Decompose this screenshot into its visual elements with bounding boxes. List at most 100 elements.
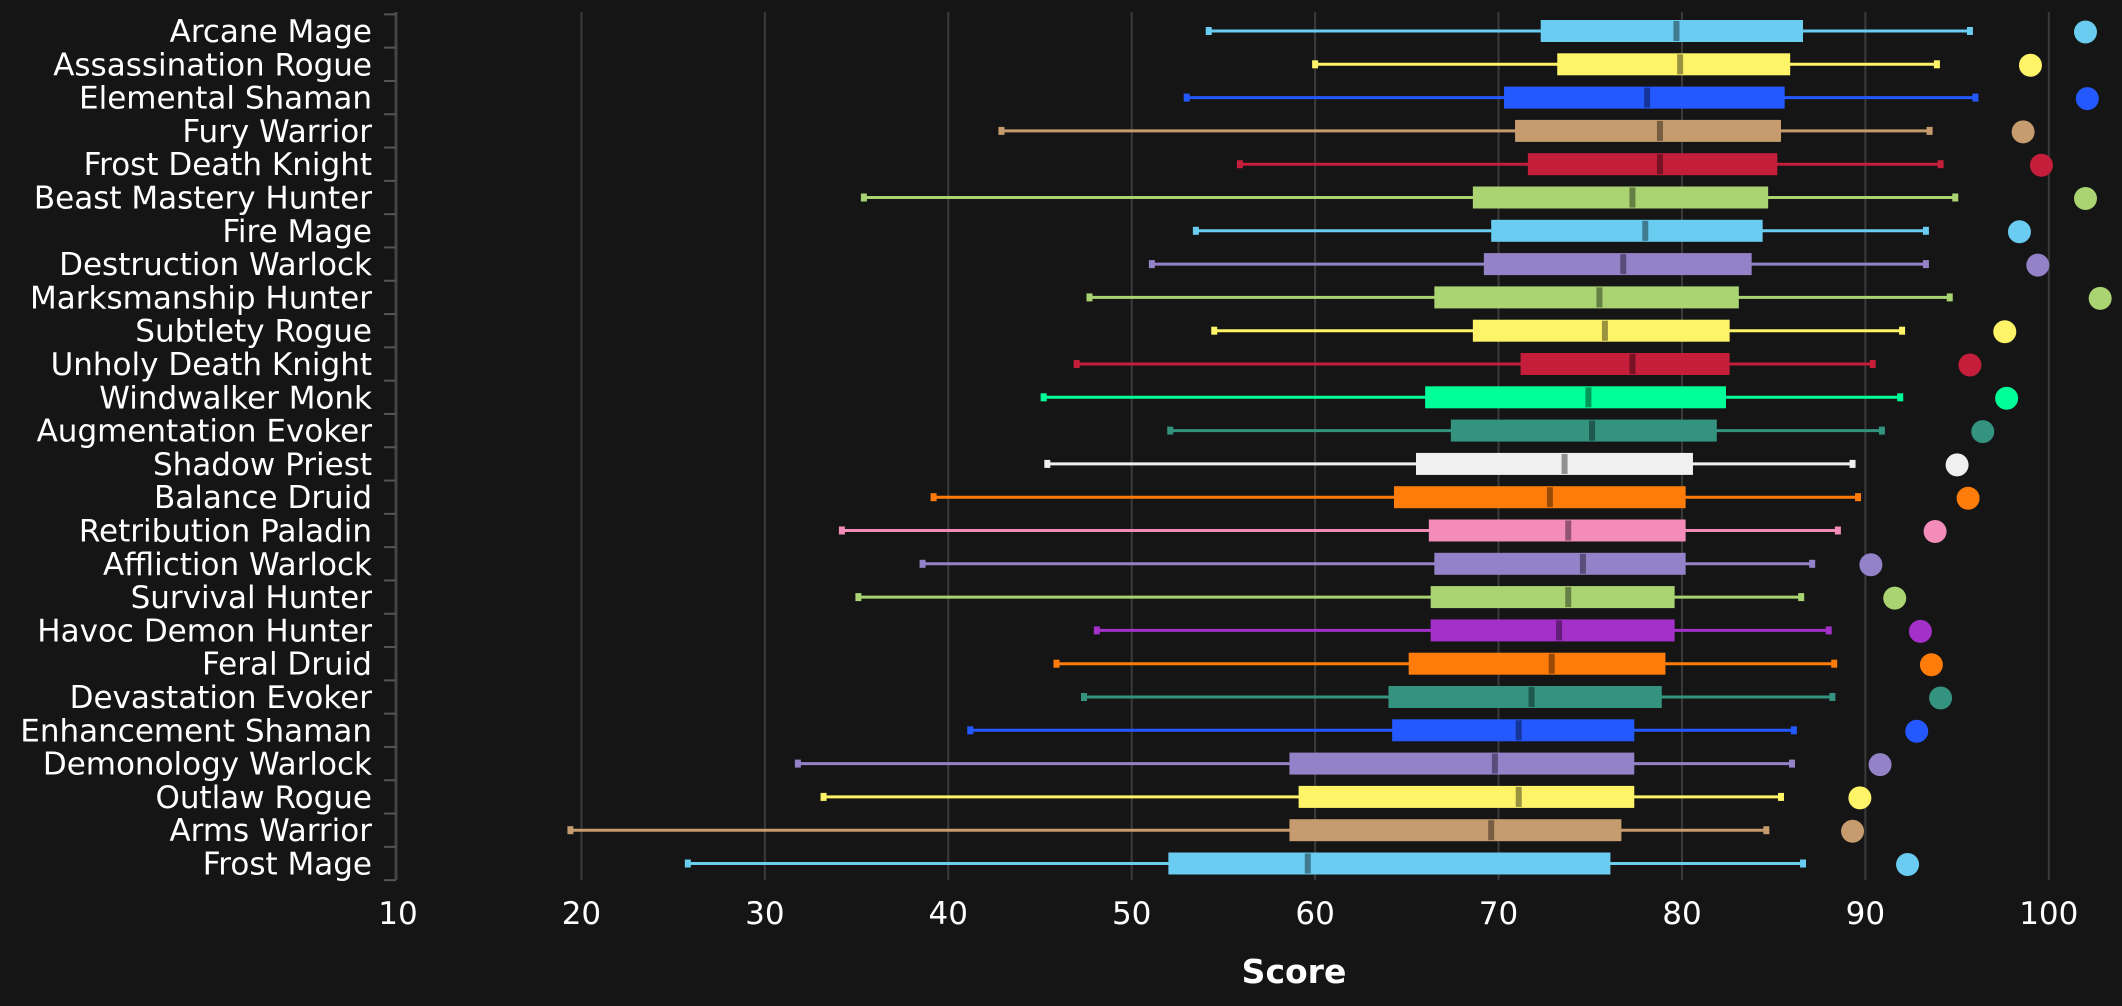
iqr-box bbox=[1520, 353, 1730, 375]
median-marker bbox=[1589, 420, 1596, 441]
whisker-high-cap bbox=[1829, 693, 1836, 701]
box-fury-warrior bbox=[998, 119, 2035, 144]
top-score-dot bbox=[1908, 619, 1932, 643]
whisker-low-cap bbox=[1236, 160, 1243, 169]
top-score-dot bbox=[1841, 819, 1865, 843]
iqr-box bbox=[1168, 852, 1611, 875]
whisker-low-cap bbox=[684, 859, 691, 868]
whisker-low-cap bbox=[1081, 693, 1087, 701]
whisker-low-cap bbox=[1205, 27, 1212, 35]
whisker-high-cap bbox=[1869, 360, 1876, 368]
top-score-dot bbox=[1868, 753, 1892, 777]
category-label-havoc-demon-hunter: Havoc Demon Hunter bbox=[37, 613, 372, 649]
iqr-box bbox=[1408, 652, 1666, 675]
box-demonology-warlock bbox=[794, 752, 1892, 777]
whisker-high-cap bbox=[1922, 260, 1929, 269]
category-label-augmentation-evoker: Augmentation Evoker bbox=[37, 414, 373, 450]
whisker-low-cap bbox=[1073, 360, 1080, 368]
box-arcane-mage bbox=[1205, 20, 2097, 44]
median-marker bbox=[1585, 387, 1592, 408]
whisker-high-cap bbox=[1763, 826, 1770, 835]
whisker-low-cap bbox=[794, 759, 801, 768]
whisker-low-cap bbox=[967, 726, 974, 735]
whisker-low-cap bbox=[1183, 93, 1190, 102]
iqr-box bbox=[1430, 586, 1675, 609]
whisker-low-cap bbox=[1148, 260, 1155, 269]
box-enhancement-shaman bbox=[967, 719, 1929, 743]
median-marker bbox=[1546, 487, 1553, 508]
box-augmentation-evoker bbox=[1167, 419, 1995, 444]
category-label-beast-mastery-hunter: Beast Mastery Hunter bbox=[34, 181, 372, 217]
iqr-box bbox=[1289, 819, 1622, 842]
median-marker bbox=[1488, 820, 1495, 841]
category-label-marksmanship-hunter: Marksmanship Hunter bbox=[30, 280, 372, 316]
x-tick-label-90: 90 bbox=[1846, 896, 1885, 932]
category-label-balance-druid: Balance Druid bbox=[154, 480, 372, 516]
whisker-low-cap bbox=[567, 826, 574, 835]
category-label-enhancement-shaman: Enhancement Shaman bbox=[20, 713, 372, 749]
box-fire-mage bbox=[1192, 219, 2031, 244]
iqr-box bbox=[1298, 785, 1635, 808]
whisker-high-cap bbox=[1926, 126, 1933, 135]
top-score-dot bbox=[1923, 520, 1947, 543]
whisker-low-cap bbox=[919, 559, 926, 568]
top-score-dot bbox=[1848, 786, 1872, 810]
median-marker bbox=[1673, 21, 1680, 41]
top-score-dot bbox=[1896, 853, 1920, 876]
box-retribution-paladin bbox=[838, 519, 1947, 543]
median-marker bbox=[1629, 187, 1636, 208]
whisker-low-cap bbox=[998, 126, 1005, 135]
box-beast-mastery-hunter bbox=[860, 186, 2097, 210]
category-label-shadow-priest: Shadow Priest bbox=[153, 447, 372, 483]
whisker-high-cap bbox=[1800, 859, 1807, 868]
box-affliction-warlock bbox=[919, 552, 1883, 577]
box-windwalker-monk bbox=[1040, 386, 2019, 410]
category-label-retribution-paladin: Retribution Paladin bbox=[79, 514, 372, 550]
category-label-windwalker-monk: Windwalker Monk bbox=[99, 380, 372, 416]
top-score-dot bbox=[2026, 253, 2050, 277]
whisker-high-cap bbox=[1825, 626, 1832, 635]
whisker-low-cap bbox=[1053, 659, 1060, 668]
top-score-dot bbox=[2029, 153, 2053, 177]
x-tick-label-30: 30 bbox=[745, 896, 784, 932]
whisker-high-cap bbox=[1809, 559, 1816, 568]
category-label-fury-warrior: Fury Warrior bbox=[182, 114, 372, 150]
box-unholy-death-knight bbox=[1073, 353, 1982, 377]
whisker-high-cap bbox=[1897, 393, 1904, 402]
whisker-high-cap bbox=[1952, 193, 1959, 202]
x-tick-label-50: 50 bbox=[1112, 896, 1151, 932]
category-label-demonology-warlock: Demonology Warlock bbox=[43, 747, 372, 783]
category-label-outlaw-rogue: Outlaw Rogue bbox=[155, 780, 372, 816]
category-label-arcane-mage: Arcane Mage bbox=[170, 14, 372, 50]
box-feral-druid bbox=[1053, 652, 1943, 677]
iqr-box bbox=[1557, 53, 1791, 76]
median-marker bbox=[1515, 786, 1522, 807]
whisker-low-cap bbox=[820, 792, 827, 801]
top-score-dot bbox=[2075, 87, 2099, 111]
box-havoc-demon-hunter bbox=[1093, 619, 1932, 643]
whisker-high-cap bbox=[1778, 792, 1785, 801]
whisker-low-cap bbox=[1093, 626, 1100, 635]
box-balance-druid bbox=[930, 486, 1980, 510]
box-arms-warrior bbox=[567, 819, 1865, 843]
grid-lines bbox=[580, 12, 2050, 880]
top-score-dot bbox=[1958, 353, 1982, 377]
whisker-high-cap bbox=[1933, 60, 1940, 69]
whisker-low-cap bbox=[930, 493, 937, 502]
x-tick-label-20: 20 bbox=[562, 896, 601, 932]
category-label-assassination-rogue: Assassination Rogue bbox=[53, 47, 372, 83]
box-shadow-priest bbox=[1044, 452, 1969, 477]
top-score-dot bbox=[1929, 686, 1953, 710]
x-tick-label-70: 70 bbox=[1479, 896, 1518, 932]
top-score-dot bbox=[1905, 719, 1929, 743]
iqr-box bbox=[1540, 20, 1804, 42]
category-label-arms-warrior: Arms Warrior bbox=[169, 813, 372, 849]
box-destruction-warlock bbox=[1148, 253, 2050, 277]
box-elemental-shaman bbox=[1183, 86, 2099, 111]
median-marker bbox=[1656, 154, 1663, 175]
top-score-dot bbox=[2007, 220, 2031, 244]
whisker-low-cap bbox=[1086, 293, 1093, 302]
whisker-high-cap bbox=[1798, 593, 1805, 602]
whisker-high-cap bbox=[1790, 726, 1797, 735]
